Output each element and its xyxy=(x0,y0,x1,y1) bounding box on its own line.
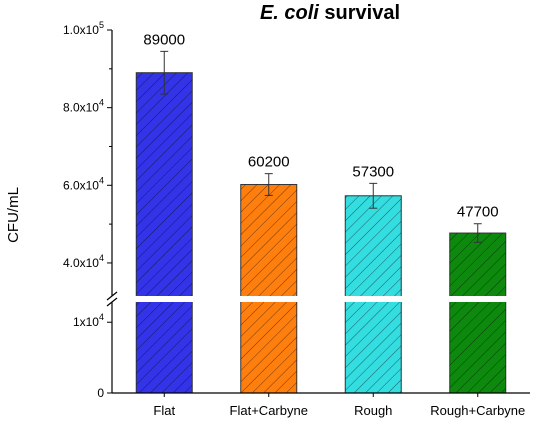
axis-break-mark xyxy=(106,291,118,301)
bar-value-label: 47700 xyxy=(457,204,499,221)
bar-value-label: 57300 xyxy=(352,163,394,180)
y-tick-label: 1x104 xyxy=(73,312,104,329)
category-label: Rough xyxy=(354,403,392,418)
axis-break-mark xyxy=(106,297,118,307)
chart-title-italic: E. coli xyxy=(260,2,319,24)
y-tick-label: 6.0x104 xyxy=(63,175,104,192)
bar-value-label: 89000 xyxy=(143,31,185,48)
bar-hatch xyxy=(345,195,402,393)
bar-hatch xyxy=(449,233,506,393)
y-tick-label: 4.0x104 xyxy=(63,253,104,270)
y-axis-label: CFU/mL xyxy=(5,187,22,243)
y-tick-label: 1.0x105 xyxy=(63,20,104,37)
bar-hatch xyxy=(136,72,193,394)
chart-title: E. coli survival xyxy=(260,2,400,24)
chart-title-rest: survival xyxy=(324,2,400,24)
category-label: Flat+Carbyne xyxy=(230,403,308,418)
category-label: Rough+Carbyne xyxy=(430,403,525,418)
bar-hatch xyxy=(240,184,297,393)
bar-value-label: 60200 xyxy=(248,154,290,171)
y-tick-label: 8.0x104 xyxy=(63,98,104,115)
y-tick-label: 0 xyxy=(97,386,104,400)
axis-break-gap xyxy=(106,296,532,302)
category-label: Flat xyxy=(153,403,175,418)
